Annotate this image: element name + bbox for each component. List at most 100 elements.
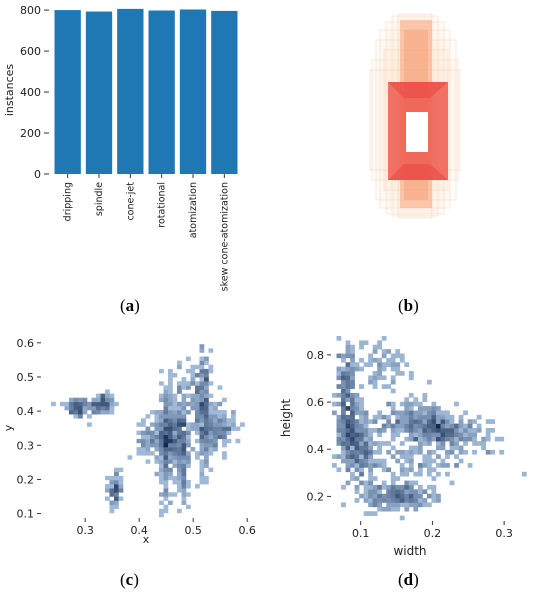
heatmap-cell [458,458,464,464]
heatmap-cell [168,393,173,399]
heatmap-cell [78,410,83,415]
heatmap-cell [386,449,392,455]
heatmap-cell [350,349,355,354]
heatmap-cell [195,385,200,390]
heatmap-cell [87,405,92,411]
heatmap-cell [408,428,414,433]
heatmap-cell [172,492,178,497]
heatmap-cell [467,463,473,468]
heatmap-cell [159,426,164,431]
heatmap-cell [208,410,214,415]
heatmap-cell [395,349,401,354]
heatmap-cell [105,393,110,399]
heatmap-cell [436,436,441,442]
heatmap-cell [354,476,360,481]
heatmap-cell [399,502,405,508]
heatmap-cell [222,442,227,448]
heatmap-cell [381,498,387,503]
heatmap-cell [417,498,423,503]
heatmap-cell [404,502,410,508]
heatmap-cell [150,451,155,456]
heatmap-cell [199,438,205,444]
x-tick-label: 0.6 [238,524,256,537]
heatmap-cell [226,430,232,436]
heatmap-cell [386,414,392,420]
heatmap-cell [163,471,169,477]
heatmap-cell [91,401,97,407]
heatmap-cell [204,438,209,444]
heatmap-cell [217,434,223,440]
heatmap-cell [359,441,364,446]
heatmap-cell [78,414,83,419]
heatmap-cell [177,442,182,448]
heatmap-cell [341,366,346,372]
heatmap-cell [350,414,355,420]
heatmap-cell [359,357,364,363]
heatmap-cell [345,397,351,403]
heatmap-cell [467,419,473,424]
heatmap-cell [390,502,396,508]
heatmap-cell [408,449,414,455]
heatmap-cell [73,401,79,407]
heatmap-cell [426,419,432,424]
heatmap-cell [341,436,346,442]
heatmap-cell [399,463,405,468]
heatmap-cell [431,458,437,464]
heatmap-cell [118,479,124,485]
heatmap-cell [195,455,200,460]
heatmap-cell [399,489,405,495]
heatmap-cell [336,414,342,420]
heatmap-cell [494,436,500,442]
heatmap-cell [172,401,178,407]
heatmap-cell [195,401,200,407]
heatmap-cell [431,423,437,429]
heatmap-cell [181,447,187,452]
heatmap-cell [213,447,218,452]
heatmap-cell [341,458,346,464]
heatmap-cell [354,392,360,398]
heatmap-cell [168,426,173,431]
heatmap-cell [105,496,110,501]
heatmap-cell [163,447,169,452]
heatmap-cell [195,451,200,456]
heatmap-cell [226,422,232,427]
heatmap-cell [177,401,182,407]
bar-cone-jet [117,8,144,175]
heatmap-cell [168,368,173,374]
heatmap-cell [181,418,187,423]
heatmap-cell [222,438,227,444]
heatmap-cell [136,438,142,444]
heatmap-cell [172,373,178,378]
heatmap-cell [454,441,459,446]
heatmap-cell [463,432,468,438]
heatmap-cell [64,405,70,411]
heatmap-cell [408,467,414,473]
heatmap-cell [413,502,419,508]
heatmap-cell [408,410,414,416]
heatmap-cell [231,418,236,423]
xy-heatmap-panel: 0.1 0.2 0.3 0.4 0.5 0.6 0.3 0.4 0.5 0.6 x y [2,337,256,546]
heatmap-cell [363,340,369,346]
heatmap-cell [476,414,482,420]
heatmap-cell [408,371,414,376]
heatmap-cell [381,428,387,433]
heatmap-cell [386,506,392,512]
heatmap-cell [186,430,191,436]
heatmap-cell [341,401,346,407]
heatmap-cell [449,432,455,438]
heatmap-cells [51,344,245,518]
heatmap-cell [332,454,337,459]
heatmap-cell [350,375,355,381]
heatmap-cell [186,434,191,440]
heatmap-cell [350,463,355,468]
heatmap-cell [204,418,209,423]
heatmap-cell [204,377,209,382]
heatmap-cell [60,401,65,407]
heatmap-cell [199,368,205,374]
heatmap-cell [426,449,432,455]
heatmap-cell [168,467,173,473]
heatmap-cell [217,401,223,407]
heatmap-cell [368,476,373,481]
heatmap-cell [372,375,378,381]
heatmap-cell [204,405,209,411]
